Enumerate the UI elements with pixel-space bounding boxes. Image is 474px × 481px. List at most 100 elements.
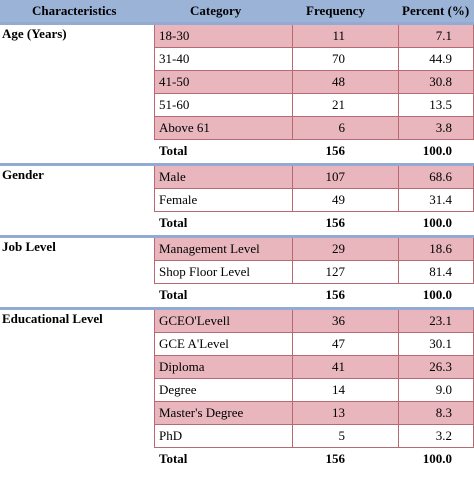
group-separator bbox=[0, 307, 474, 310]
cell-category: PhD bbox=[159, 428, 183, 443]
row-border bbox=[154, 116, 474, 117]
cell-percent: 7.1 bbox=[435, 28, 452, 43]
cell-frequency: 11 bbox=[332, 28, 345, 43]
table-row: PhD 5 3.2 bbox=[154, 425, 474, 448]
group-name: Age (Years) bbox=[2, 26, 67, 41]
cell-border bbox=[398, 25, 399, 48]
row-border bbox=[154, 401, 474, 402]
cell-border bbox=[292, 117, 293, 140]
cell-category: 18-30 bbox=[159, 28, 190, 43]
cell-border bbox=[292, 425, 293, 448]
cell-percent: 30.8 bbox=[429, 74, 452, 89]
row-border bbox=[154, 424, 474, 425]
row-border bbox=[154, 47, 474, 48]
table-header: Characteristics Category Frequency Perce… bbox=[0, 0, 474, 22]
cell-frequency: 41 bbox=[332, 359, 345, 374]
cell-percent: 100.0 bbox=[422, 287, 452, 302]
cell-category: Master's Degree bbox=[159, 405, 244, 420]
table-row: 31-40 70 44.9 bbox=[154, 48, 474, 71]
cell-category: Shop Floor Level bbox=[159, 264, 250, 279]
table-row: Degree 14 9.0 bbox=[154, 379, 474, 402]
cell-border bbox=[292, 261, 293, 284]
cell-percent: 3.2 bbox=[435, 428, 452, 443]
row-border bbox=[154, 211, 474, 212]
cell-border bbox=[154, 94, 155, 117]
group-age-years: Age (Years) 18-30 11 7.1 31-40 70 44.9 41-50 48 3… bbox=[0, 22, 474, 163]
cell-border bbox=[154, 356, 155, 379]
cell-border bbox=[154, 166, 155, 189]
row-border bbox=[154, 188, 474, 189]
total-row: Total 156 100.0 bbox=[154, 284, 474, 307]
table-row: GCEO'Levell 36 23.1 bbox=[154, 310, 474, 333]
cell-frequency: 29 bbox=[332, 241, 345, 256]
cell-percent: 100.0 bbox=[422, 215, 452, 230]
cell-frequency: 156 bbox=[325, 287, 346, 302]
cell-border bbox=[398, 310, 399, 333]
group-gender: Gender Male 107 68.6 Female 49 31.4 Total 156 100… bbox=[0, 163, 474, 235]
cell-category: Above 61 bbox=[159, 120, 210, 135]
cell-border bbox=[292, 71, 293, 94]
cell-frequency: 70 bbox=[332, 51, 345, 66]
cell-border bbox=[154, 25, 155, 48]
cell-category: Total bbox=[159, 143, 188, 158]
cell-category: Management Level bbox=[159, 241, 260, 256]
table-row: 41-50 48 30.8 bbox=[154, 71, 474, 94]
total-row: Total 156 100.0 bbox=[154, 212, 474, 235]
cell-border bbox=[292, 25, 293, 48]
cell-border bbox=[292, 189, 293, 212]
cell-border bbox=[398, 117, 399, 140]
cell-frequency: 36 bbox=[332, 313, 345, 328]
cell-percent: 8.3 bbox=[435, 405, 452, 420]
cell-percent: 26.3 bbox=[429, 359, 452, 374]
cell-category: Female bbox=[159, 192, 198, 207]
cell-border bbox=[154, 238, 155, 261]
cell-percent: 100.0 bbox=[422, 143, 452, 158]
cell-category: 51-60 bbox=[159, 97, 190, 112]
row-border bbox=[154, 332, 474, 333]
header-percent: Percent (%) bbox=[402, 3, 470, 18]
cell-frequency: 14 bbox=[332, 382, 345, 397]
cell-category: Male bbox=[159, 169, 186, 184]
cell-border bbox=[154, 117, 155, 140]
table-row: Female 49 31.4 bbox=[154, 189, 474, 212]
cell-frequency: 156 bbox=[325, 451, 346, 466]
cell-border bbox=[154, 425, 155, 448]
cell-category: 41-50 bbox=[159, 74, 190, 89]
cell-frequency: 47 bbox=[332, 336, 345, 351]
cell-percent: 30.1 bbox=[429, 336, 452, 351]
cell-border bbox=[398, 356, 399, 379]
cell-border bbox=[154, 189, 155, 212]
table-row: Management Level 29 18.6 bbox=[154, 238, 474, 261]
cell-percent: 100.0 bbox=[422, 451, 452, 466]
cell-percent: 31.4 bbox=[429, 192, 452, 207]
cell-border bbox=[292, 310, 293, 333]
group-separator bbox=[0, 22, 474, 25]
cell-border bbox=[398, 238, 399, 261]
cell-frequency: 156 bbox=[325, 215, 346, 230]
header-frequency: Frequency bbox=[306, 3, 365, 18]
cell-border bbox=[154, 379, 155, 402]
row-border bbox=[154, 283, 474, 284]
cell-percent: 81.4 bbox=[429, 264, 452, 279]
cell-frequency: 156 bbox=[325, 143, 346, 158]
cell-border bbox=[154, 310, 155, 333]
cell-border bbox=[398, 48, 399, 71]
cell-frequency: 6 bbox=[338, 120, 346, 135]
header-characteristics: Characteristics bbox=[32, 3, 117, 18]
cell-border bbox=[398, 71, 399, 94]
cell-category: GCEO'Levell bbox=[159, 313, 230, 328]
cell-border bbox=[398, 379, 399, 402]
cell-frequency: 107 bbox=[325, 169, 346, 184]
cell-percent: 44.9 bbox=[429, 51, 452, 66]
cell-category: Degree bbox=[159, 382, 197, 397]
cell-border bbox=[398, 425, 399, 448]
cell-border bbox=[154, 71, 155, 94]
header-category: Category bbox=[190, 3, 242, 18]
row-border bbox=[154, 447, 474, 448]
cell-frequency: 127 bbox=[325, 264, 346, 279]
cell-percent: 3.8 bbox=[435, 120, 452, 135]
table-row: 51-60 21 13.5 bbox=[154, 94, 474, 117]
cell-frequency: 21 bbox=[332, 97, 345, 112]
group-separator bbox=[0, 235, 474, 238]
cell-percent: 68.6 bbox=[429, 169, 452, 184]
